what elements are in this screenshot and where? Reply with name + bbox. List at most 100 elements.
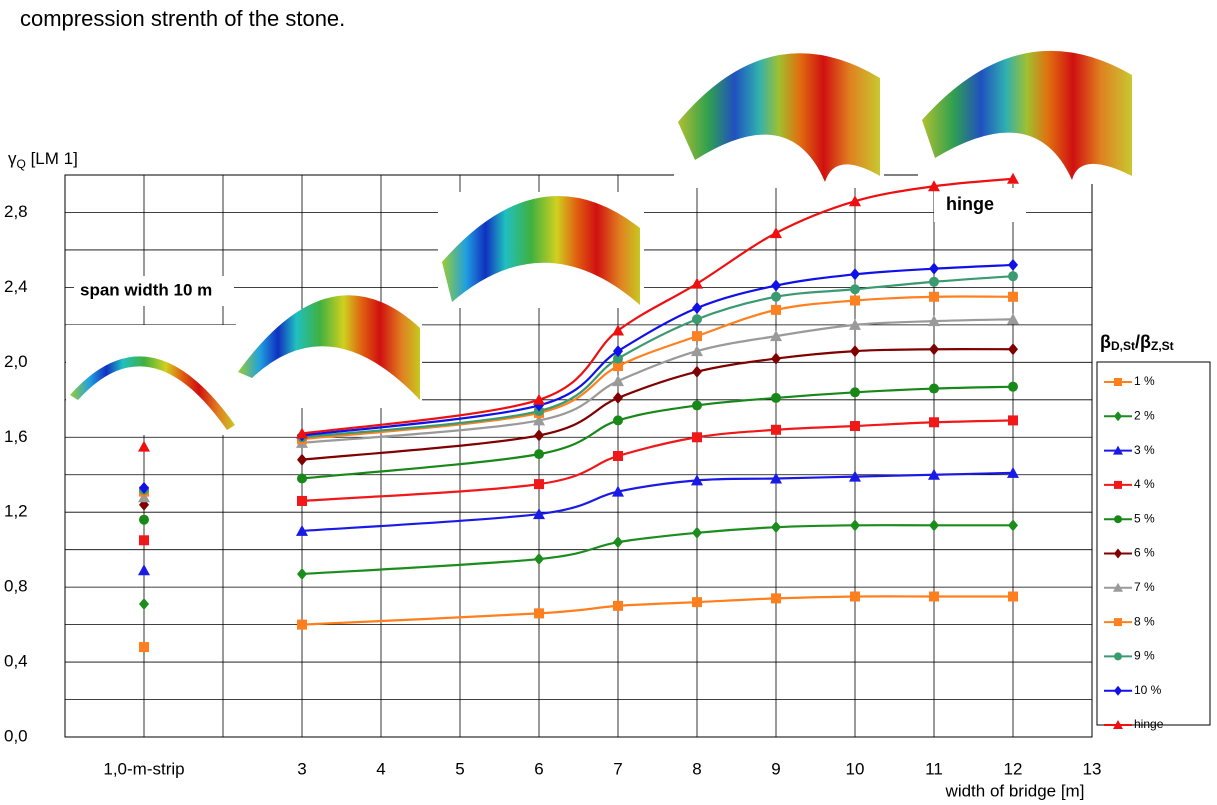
marker [613, 392, 623, 404]
marker [1008, 343, 1018, 355]
marker [534, 449, 544, 459]
marker [613, 601, 623, 611]
chart: compression strenth of the stone. span w… [0, 0, 1217, 805]
marker [850, 345, 860, 357]
x-tick-label: 9 [771, 759, 780, 778]
series-line [302, 596, 1013, 624]
legend-label: 8 % [1134, 614, 1155, 628]
y-tick-label: 0,0 [4, 726, 28, 745]
marker [691, 278, 703, 289]
marker [534, 479, 544, 489]
marker [929, 519, 939, 531]
illustrations [66, 51, 1133, 435]
y-tick-label: 0,8 [4, 577, 28, 596]
y-tick-label: 2,4 [4, 277, 28, 296]
legend: 1 %2 %3 %4 %5 %6 %7 %8 %9 %10 %hinge [1097, 362, 1210, 731]
marker [297, 620, 307, 630]
annotation: hinge [946, 194, 994, 214]
y-tick-label: 0,4 [4, 652, 28, 671]
marker [771, 305, 781, 315]
annotation: span width 10 m [80, 280, 212, 299]
marker [929, 417, 939, 427]
x-tick-label: 5 [455, 759, 464, 778]
marker [771, 521, 781, 533]
marker [692, 331, 702, 341]
marker [139, 535, 149, 545]
marker [613, 536, 623, 548]
legend-label: 2 % [1134, 408, 1155, 422]
x-tick-label: 4 [376, 759, 385, 778]
series-line [302, 473, 1013, 531]
x-tick-label: 11 [925, 759, 943, 778]
marker [850, 296, 860, 306]
marker [613, 415, 623, 425]
marker [692, 432, 702, 442]
x-tick-label: 8 [692, 759, 701, 778]
marker [771, 292, 781, 302]
marker [692, 527, 702, 539]
marker [929, 592, 939, 602]
marker [850, 284, 860, 294]
legend-label: hinge [1134, 717, 1164, 731]
marker [770, 227, 782, 238]
marker [1114, 652, 1122, 660]
y-tick-label: 2,8 [4, 202, 28, 221]
y-tick-label: 1,6 [4, 427, 28, 446]
marker [692, 302, 702, 314]
marker [929, 343, 939, 355]
legend-title-part: D,St [1111, 339, 1135, 353]
marker [850, 387, 860, 397]
marker [929, 263, 939, 275]
marker [534, 608, 544, 618]
x-tick-label: 13 [1083, 759, 1102, 778]
x-tick-label: 10 [846, 759, 865, 778]
legend-title-part: Z,St [1151, 339, 1174, 353]
marker [1008, 382, 1018, 392]
page: {"caption": "compression strenth of the … [0, 0, 1217, 805]
x-axis-label: width of bridge [m] [945, 781, 1085, 800]
series [138, 467, 1019, 575]
marker [1008, 271, 1018, 281]
marker [297, 568, 307, 580]
marker [1008, 259, 1018, 271]
marker [1114, 618, 1122, 626]
marker [297, 473, 307, 483]
x-tick-label: 6 [534, 759, 543, 778]
marker [139, 642, 149, 652]
marker [1008, 519, 1018, 531]
marker [692, 597, 702, 607]
marker [1114, 378, 1122, 386]
marker [534, 429, 544, 441]
marker [771, 425, 781, 435]
marker [1114, 481, 1122, 489]
series [139, 592, 1018, 653]
marker [612, 375, 624, 386]
x-tick-label: 1,0-m-strip [103, 759, 184, 778]
x-tick-label: 7 [613, 759, 622, 778]
y-tick-label: 2,0 [4, 352, 28, 371]
marker [771, 280, 781, 292]
marker [139, 515, 149, 525]
marker [771, 593, 781, 603]
legend-label: 5 % [1134, 511, 1155, 525]
y-label-part: Q [17, 157, 26, 171]
marker [929, 292, 939, 302]
y-tick-label: 1,2 [4, 502, 28, 521]
series-line [302, 420, 1013, 501]
x-tick-label: 12 [1004, 759, 1023, 778]
y-axis-label: γQ [LM 1] [8, 149, 78, 171]
marker [297, 496, 307, 506]
marker [613, 451, 623, 461]
legend-title: βD,St/βZ,St [1100, 332, 1174, 353]
marker [692, 366, 702, 378]
caption: compression strenth of the stone. [20, 6, 345, 31]
marker [1114, 515, 1122, 523]
y-label-part: [LM 1] [26, 149, 78, 168]
marker [771, 353, 781, 365]
marker [850, 592, 860, 602]
marker [771, 393, 781, 403]
legend-label: 3 % [1134, 443, 1155, 457]
legend-label: 1 % [1134, 374, 1155, 388]
marker [1008, 292, 1018, 302]
marker [138, 564, 150, 575]
